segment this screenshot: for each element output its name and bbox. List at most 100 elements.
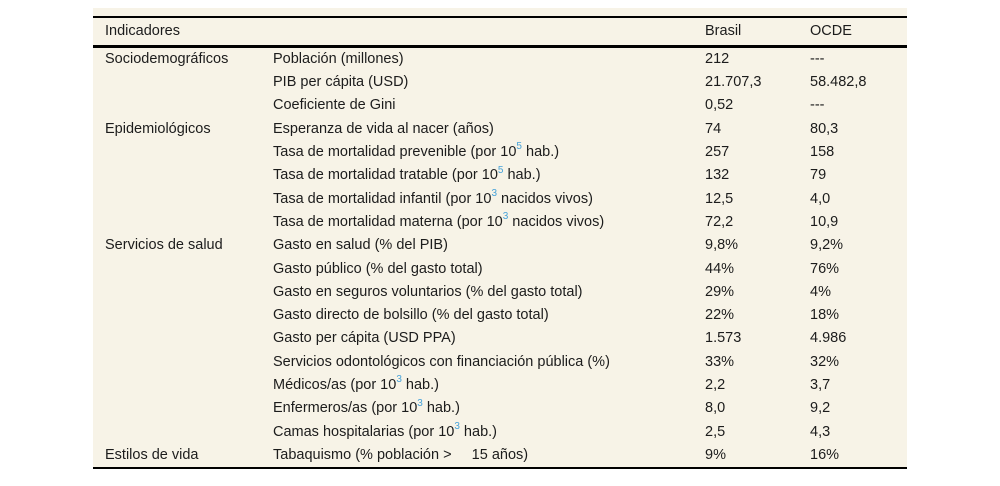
table-row: Gasto directo de bolsillo (% del gasto t…: [93, 304, 907, 327]
indicator-label-text: hab.): [459, 423, 497, 440]
indicator-label-text: Gasto en seguros voluntarios (% del gast…: [273, 283, 583, 300]
ocde-value: 4%: [810, 283, 831, 300]
table-row: Sociodemográficos Población (millones) 212…: [93, 48, 907, 71]
ocde-value: 58.482,8: [810, 74, 867, 91]
brasil-value: 9%: [705, 446, 726, 463]
category-label: Epidemiológicos: [105, 120, 211, 137]
table-row: Tasa de mortalidad prevenible (por 105 h…: [93, 141, 907, 164]
superscript-exponent: 3: [417, 397, 423, 409]
category-label: Estilos de vida: [105, 446, 199, 463]
indicator-label: Coeficiente de Gini: [273, 98, 705, 113]
superscript-exponent: 5: [516, 141, 522, 153]
table-row: Tasa de mortalidad tratable (por 105 hab…: [93, 164, 907, 187]
indicator-label-text: Coeficiente de Gini: [273, 97, 396, 114]
brasil-value: 22%: [705, 307, 735, 324]
indicator-label-text: Tasa de mortalidad prevenible (por 10: [273, 144, 517, 161]
ocde-value: 79: [810, 167, 827, 184]
ocde-value: 3,7: [810, 377, 831, 394]
indicator-label: Servicios odontológicos con financiación…: [273, 355, 705, 370]
indicator-label-text: Gasto en salud (% del PIB): [273, 237, 448, 254]
indicator-label: Médicos/as (por 103 hab.): [273, 375, 705, 394]
indicator-label-text: PIB per cápita (USD): [273, 74, 409, 91]
brasil-value: 74: [705, 120, 722, 137]
ocde-value: 18%: [810, 307, 840, 324]
ocde-value: ---: [810, 97, 825, 114]
ocde-value: 4,0: [810, 190, 831, 207]
superscript-exponent: 3: [502, 211, 509, 223]
superscript-exponent: 3: [396, 374, 402, 386]
brasil-value: 33%: [705, 353, 735, 370]
indicator-label: Gasto público (% del gasto total): [273, 261, 705, 277]
indicator-label: Tasa de mortalidad prevenible (por 105 h…: [273, 142, 705, 161]
indicator-label-text: nacidos vivos): [497, 190, 593, 207]
header-brasil: Brasil: [705, 23, 742, 40]
indicator-label-text: Tasa de mortalidad tratable (por 10: [273, 167, 498, 184]
indicator-label-text: Médicos/as (por 10: [273, 377, 397, 394]
indicator-label: Tasa de mortalidad infantil (por 103 nac…: [273, 188, 705, 207]
brasil-value: 0,52: [705, 97, 734, 114]
indicator-label-text: Gasto directo de bolsillo (% del gasto t…: [273, 307, 549, 324]
table-row: Enfermeros/as (por 103 hab.) 8,0 9,2: [93, 397, 907, 420]
indicator-label: Gasto per cápita (USD PPA): [273, 331, 705, 346]
ocde-value: 76%: [810, 260, 840, 277]
indicator-label: Gasto directo de bolsillo (% del gasto t…: [273, 308, 705, 323]
indicator-label-text: hab.): [401, 377, 439, 394]
table-row: Gasto per cápita (USD PPA) 1.573 4.986: [93, 327, 907, 350]
ocde-value: 158: [810, 144, 835, 161]
brasil-value: 8,0: [705, 400, 726, 417]
indicator-label-text: Población (millones): [273, 50, 404, 67]
ocde-value: 4.986: [810, 330, 847, 347]
table-row: Gasto en seguros voluntarios (% del gast…: [93, 280, 907, 303]
header-ocde: OCDE: [810, 23, 852, 40]
indicator-label: Gasto en salud (% del PIB): [273, 238, 705, 253]
indicators-table: Indicadores Brasil OCDE Sociodemográfico…: [93, 8, 907, 470]
indicator-label: Gasto en seguros voluntarios (% del gast…: [273, 285, 705, 300]
brasil-value: 44%: [705, 260, 735, 277]
brasil-value: 1.573: [705, 330, 742, 347]
indicator-label: Tabaquismo (% población > 15 años): [273, 448, 705, 463]
table-body: Sociodemográficos Población (millones) 212…: [93, 48, 907, 467]
table-top-rule: [93, 16, 907, 18]
indicator-label-text: Tasa de mortalidad materna (por 10: [273, 213, 503, 230]
table-header-rule: [93, 45, 907, 48]
indicator-label: Esperanza de vida al nacer (años): [273, 122, 705, 137]
table-row: Epidemiológicos Esperanza de vida al nace…: [93, 117, 907, 140]
brasil-value: 72,2: [705, 213, 734, 230]
indicator-label: Tasa de mortalidad tratable (por 105 hab…: [273, 164, 705, 184]
ocde-value: 80,3: [810, 120, 839, 137]
brasil-value: 21.707,3: [705, 74, 762, 91]
table-row: Tasa de mortalidad materna (por 103 naci…: [93, 211, 907, 234]
ocde-value: ---: [810, 50, 825, 67]
superscript-exponent: 3: [491, 187, 497, 199]
brasil-value: 2,5: [705, 423, 726, 440]
brasil-value: 212: [705, 50, 730, 67]
indicator-label-text: Enfermeros/as (por 10: [273, 400, 418, 417]
indicator-label-text: Gasto per cápita (USD PPA): [273, 330, 456, 347]
indicator-label: Tasa de mortalidad materna (por 103 naci…: [273, 212, 705, 230]
table-header-row: Indicadores Brasil OCDE: [93, 18, 907, 45]
indicator-label: Enfermeros/as (por 103 hab.): [273, 397, 705, 417]
header-indicadores: Indicadores: [105, 23, 180, 40]
table-row: Gasto público (% del gasto total) 44% 76%: [93, 257, 907, 280]
table-row: Tasa de mortalidad infantil (por 103 nac…: [93, 187, 907, 210]
ocde-value: 10,9: [810, 213, 839, 230]
brasil-value: 257: [705, 144, 730, 161]
brasil-value: 2,2: [705, 377, 726, 394]
brasil-value: 132: [705, 167, 730, 184]
indicator-label-text: hab.): [503, 167, 541, 184]
indicator-label-text: Camas hospitalarias (por 10: [273, 423, 455, 440]
category-label: Servicios de salud: [105, 237, 223, 254]
table-bottom-rule: [93, 466, 907, 470]
table-row: Estilos de vida Tabaquismo (% población >…: [93, 444, 907, 467]
indicator-label-text: Tabaquismo (% población > 15 años): [273, 446, 529, 463]
table-row: Coeficiente de Gini 0,52 ---: [93, 94, 907, 117]
indicator-label: Población (millones): [273, 52, 705, 67]
table-row: Médicos/as (por 103 hab.) 2,2 3,7: [93, 374, 907, 397]
table-row: Camas hospitalarias (por 103 hab.) 2,5 4,3: [93, 420, 907, 443]
indicator-label-text: Servicios odontológicos con financiación…: [273, 353, 610, 370]
brasil-value: 29%: [705, 283, 735, 300]
superscript-exponent: 5: [497, 164, 504, 176]
table-row: Servicios de salud Gasto en salud (% del …: [93, 234, 907, 257]
indicator-label-text: nacidos vivos): [508, 213, 605, 230]
ocde-value: 32%: [810, 353, 840, 370]
